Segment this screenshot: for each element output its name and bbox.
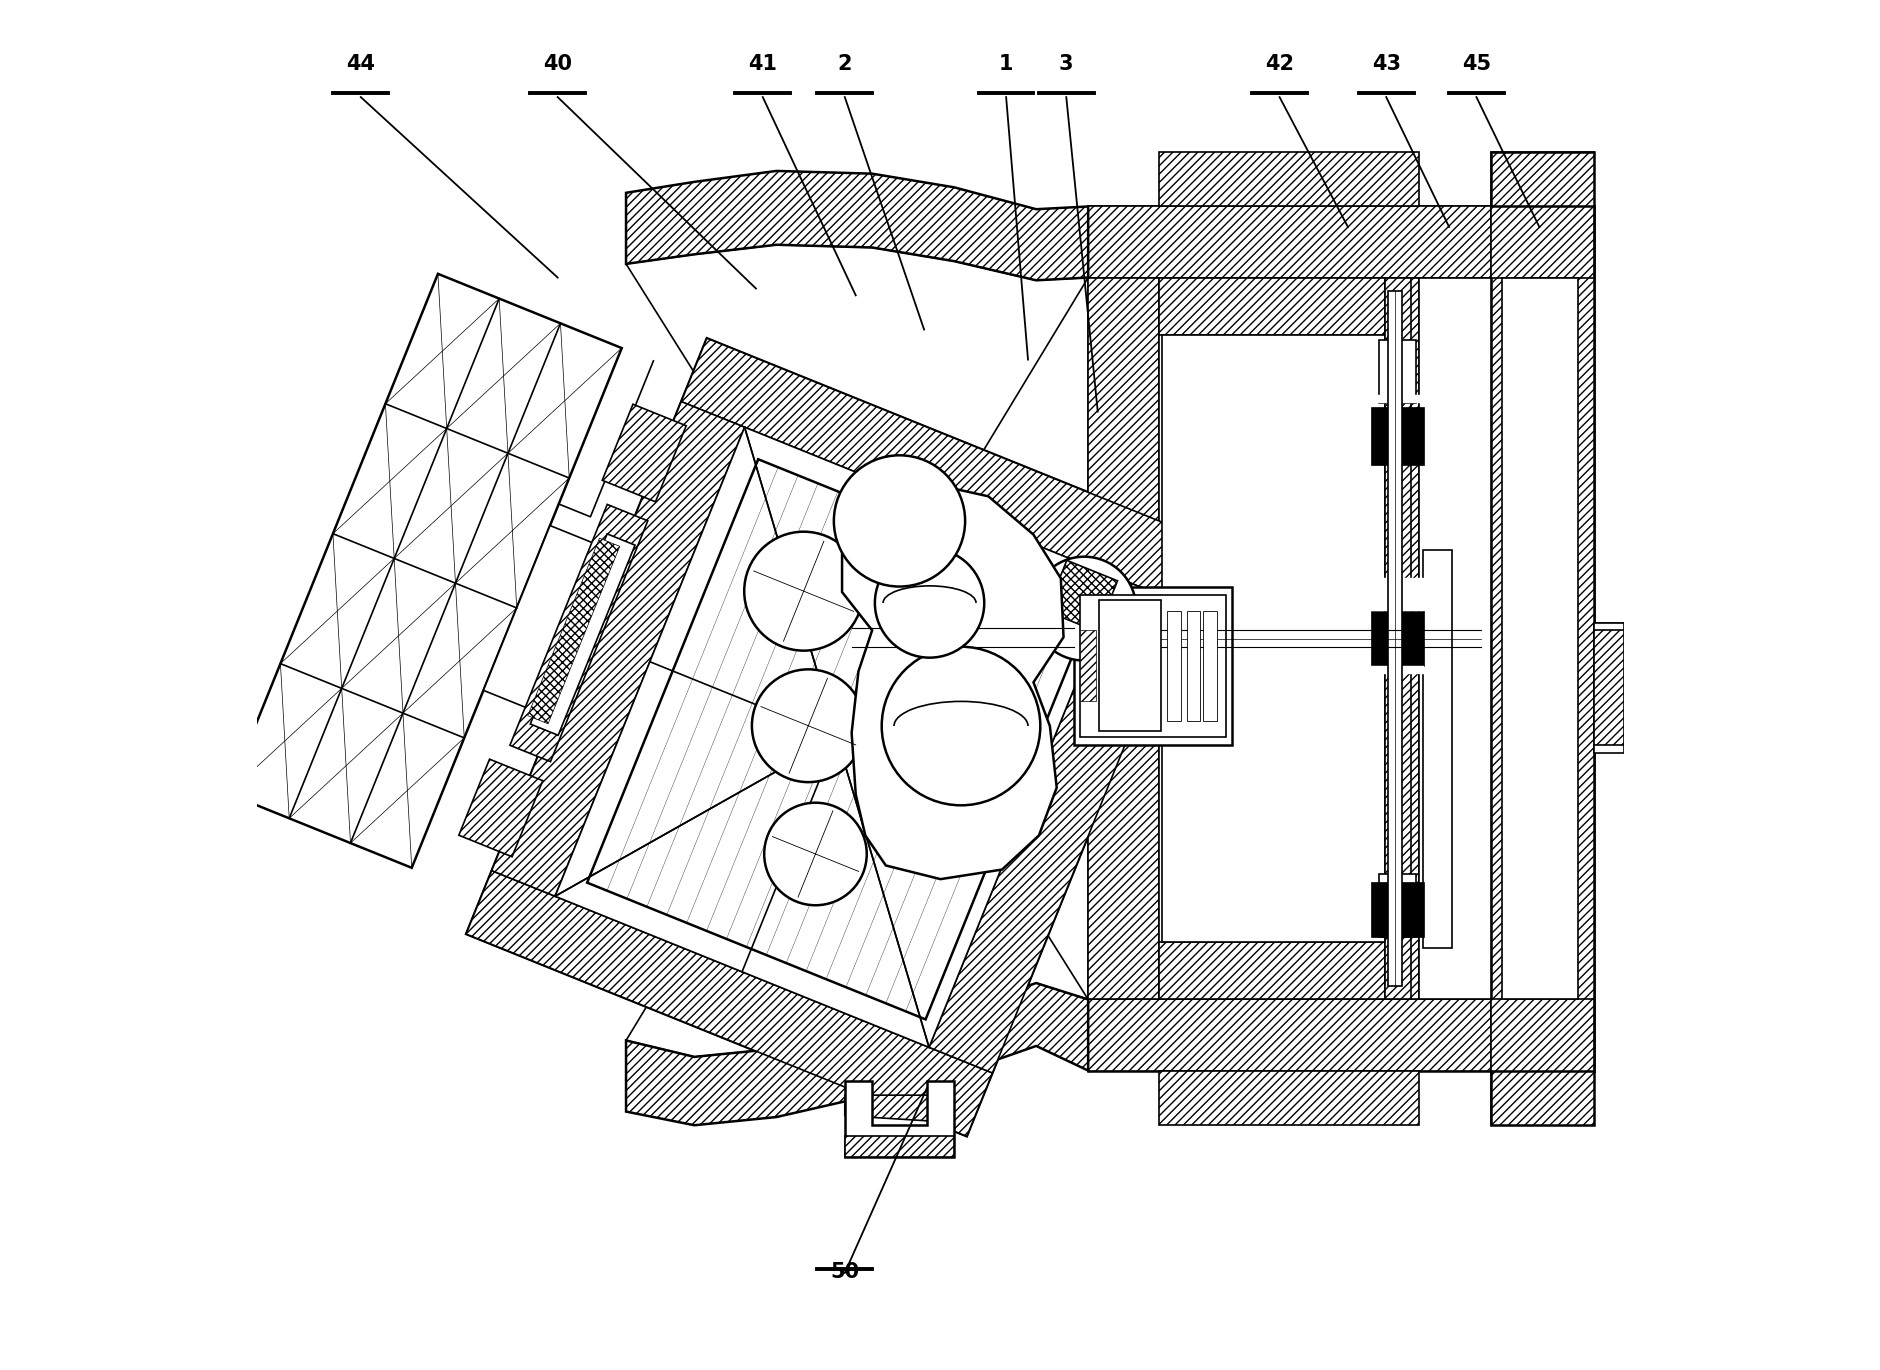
Text: 44: 44 bbox=[346, 53, 376, 74]
Polygon shape bbox=[587, 459, 1096, 1019]
Polygon shape bbox=[1592, 745, 1622, 754]
Text: 3: 3 bbox=[1058, 53, 1073, 74]
Polygon shape bbox=[844, 1081, 953, 1156]
Text: 42: 42 bbox=[1265, 53, 1293, 74]
Polygon shape bbox=[1418, 278, 1491, 1000]
Polygon shape bbox=[1089, 1000, 1592, 1070]
Polygon shape bbox=[1089, 207, 1592, 278]
Polygon shape bbox=[1158, 1070, 1418, 1125]
Polygon shape bbox=[1371, 882, 1423, 937]
Polygon shape bbox=[626, 245, 1089, 1056]
Polygon shape bbox=[1387, 292, 1401, 986]
Polygon shape bbox=[1079, 595, 1226, 737]
Circle shape bbox=[833, 455, 964, 586]
Polygon shape bbox=[483, 526, 619, 718]
Polygon shape bbox=[466, 338, 1207, 1136]
Polygon shape bbox=[1371, 666, 1423, 674]
Polygon shape bbox=[1203, 611, 1216, 721]
Polygon shape bbox=[626, 171, 1089, 281]
Polygon shape bbox=[1158, 278, 1404, 336]
Polygon shape bbox=[1491, 152, 1592, 278]
Polygon shape bbox=[929, 578, 1181, 1073]
Polygon shape bbox=[844, 1095, 953, 1122]
Polygon shape bbox=[530, 534, 635, 736]
Polygon shape bbox=[1371, 578, 1423, 611]
Circle shape bbox=[874, 548, 983, 658]
Polygon shape bbox=[1592, 623, 1622, 630]
Polygon shape bbox=[1158, 278, 1592, 1000]
Polygon shape bbox=[1036, 558, 1143, 664]
Polygon shape bbox=[1384, 278, 1410, 1000]
Text: 40: 40 bbox=[543, 53, 572, 74]
Polygon shape bbox=[1371, 611, 1423, 666]
Circle shape bbox=[1032, 556, 1136, 660]
Polygon shape bbox=[1371, 407, 1423, 464]
Polygon shape bbox=[1098, 600, 1160, 732]
Polygon shape bbox=[1491, 207, 1592, 1070]
Circle shape bbox=[763, 803, 867, 906]
Polygon shape bbox=[602, 404, 686, 501]
Polygon shape bbox=[1079, 630, 1096, 701]
Polygon shape bbox=[1378, 874, 1416, 937]
Polygon shape bbox=[491, 401, 744, 896]
Polygon shape bbox=[1045, 560, 1117, 632]
Polygon shape bbox=[1502, 278, 1577, 1000]
Polygon shape bbox=[466, 870, 993, 1136]
Text: 45: 45 bbox=[1461, 53, 1491, 74]
Polygon shape bbox=[1491, 1070, 1592, 1125]
Polygon shape bbox=[459, 759, 543, 856]
Polygon shape bbox=[1592, 623, 1622, 747]
Text: 41: 41 bbox=[748, 53, 776, 74]
Polygon shape bbox=[681, 338, 1207, 604]
Polygon shape bbox=[227, 274, 622, 867]
Polygon shape bbox=[1158, 943, 1404, 1000]
Polygon shape bbox=[1378, 341, 1416, 403]
Polygon shape bbox=[1371, 395, 1423, 403]
Polygon shape bbox=[509, 504, 647, 762]
Text: 2: 2 bbox=[837, 53, 852, 74]
Polygon shape bbox=[1073, 586, 1231, 745]
Text: 43: 43 bbox=[1371, 53, 1401, 74]
Circle shape bbox=[744, 532, 863, 651]
Polygon shape bbox=[1089, 278, 1158, 1000]
Polygon shape bbox=[1158, 152, 1418, 207]
Polygon shape bbox=[1162, 336, 1408, 943]
Polygon shape bbox=[1089, 207, 1592, 1070]
Polygon shape bbox=[1167, 611, 1181, 721]
Polygon shape bbox=[555, 427, 1119, 1047]
Polygon shape bbox=[1491, 152, 1592, 207]
Polygon shape bbox=[528, 538, 619, 723]
Circle shape bbox=[752, 670, 865, 782]
Text: 1: 1 bbox=[998, 53, 1013, 74]
Polygon shape bbox=[1423, 551, 1451, 948]
Polygon shape bbox=[1384, 278, 1418, 1000]
Polygon shape bbox=[1592, 627, 1622, 747]
Text: 50: 50 bbox=[829, 1263, 859, 1282]
Polygon shape bbox=[844, 1136, 953, 1156]
Circle shape bbox=[882, 647, 1040, 806]
Polygon shape bbox=[842, 482, 1062, 880]
Polygon shape bbox=[626, 984, 1089, 1125]
Polygon shape bbox=[1186, 611, 1199, 721]
Polygon shape bbox=[1491, 1000, 1592, 1125]
